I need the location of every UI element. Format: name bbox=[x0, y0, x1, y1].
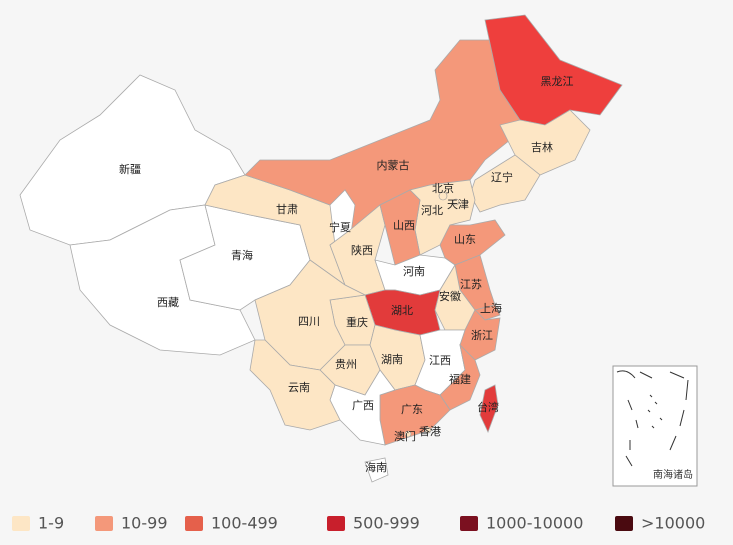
region-label: 四川 bbox=[298, 315, 320, 328]
legend-label: 10-99 bbox=[121, 514, 168, 533]
region-label: 山西 bbox=[393, 219, 415, 232]
region bbox=[479, 384, 499, 434]
region-label: 福建 bbox=[449, 372, 471, 386]
region-label: 广西 bbox=[352, 399, 374, 412]
region-label: 海南 bbox=[365, 460, 387, 474]
legend-swatch[interactable] bbox=[460, 516, 478, 531]
region-label: 贵州 bbox=[335, 358, 357, 371]
region-label: 西藏 bbox=[157, 296, 179, 309]
region-label: 新疆 bbox=[119, 162, 141, 176]
inset-label: 南海诸岛 bbox=[653, 468, 693, 481]
region bbox=[364, 457, 389, 483]
legend-label: 1-9 bbox=[38, 514, 64, 533]
inset-frame bbox=[612, 365, 698, 487]
region-label: 辽宁 bbox=[491, 170, 513, 184]
region bbox=[249, 339, 341, 431]
region-label: 黑龙江 bbox=[541, 75, 574, 88]
legend-label: 1000-10000 bbox=[486, 514, 583, 533]
legend-swatch[interactable] bbox=[185, 516, 203, 531]
region bbox=[484, 14, 623, 126]
region-label: 台湾 bbox=[477, 400, 499, 414]
region-label: 云南 bbox=[288, 381, 310, 394]
region bbox=[452, 198, 460, 206]
region bbox=[379, 189, 421, 266]
region-label: 重庆 bbox=[346, 315, 368, 329]
region-label: 天津 bbox=[447, 198, 469, 211]
region-label: 吉林 bbox=[531, 140, 553, 154]
legend-label: 100-499 bbox=[211, 514, 278, 533]
region-label: 甘肃 bbox=[276, 203, 298, 216]
legend-swatch[interactable] bbox=[327, 516, 345, 531]
region-label: 江苏 bbox=[460, 278, 482, 291]
region-label: 河北 bbox=[421, 204, 443, 217]
region bbox=[438, 191, 448, 201]
region-label: 青海 bbox=[231, 248, 253, 262]
region-label: 浙江 bbox=[471, 329, 493, 342]
legend-label: >10000 bbox=[641, 514, 705, 533]
legend-swatch[interactable] bbox=[615, 516, 633, 531]
region-label: 陕西 bbox=[351, 243, 373, 257]
region-label: 内蒙古 bbox=[377, 158, 410, 172]
legend-swatch[interactable] bbox=[95, 516, 113, 531]
region-label: 湖北 bbox=[391, 304, 413, 317]
region-label: 江西 bbox=[429, 354, 451, 367]
region bbox=[254, 259, 367, 371]
legend-label: 500-999 bbox=[353, 514, 420, 533]
region bbox=[439, 343, 481, 411]
inset-islands bbox=[616, 370, 689, 467]
legend-swatch[interactable] bbox=[12, 516, 30, 531]
region-label: 澳门 bbox=[394, 429, 416, 443]
region-label: 广东 bbox=[401, 403, 423, 416]
region-label: 山东 bbox=[454, 233, 476, 246]
region-label: 北京 bbox=[432, 181, 454, 195]
region-label: 宁夏 bbox=[329, 220, 351, 234]
region bbox=[404, 430, 412, 438]
region bbox=[424, 426, 432, 434]
inset: 南海诸岛 bbox=[612, 365, 698, 487]
region-label: 香港 bbox=[419, 425, 441, 438]
region-label: 湖南 bbox=[381, 353, 403, 366]
region-label: 河南 bbox=[403, 265, 425, 278]
region-label: 上海 bbox=[480, 301, 502, 315]
region-label: 安徽 bbox=[439, 289, 461, 303]
